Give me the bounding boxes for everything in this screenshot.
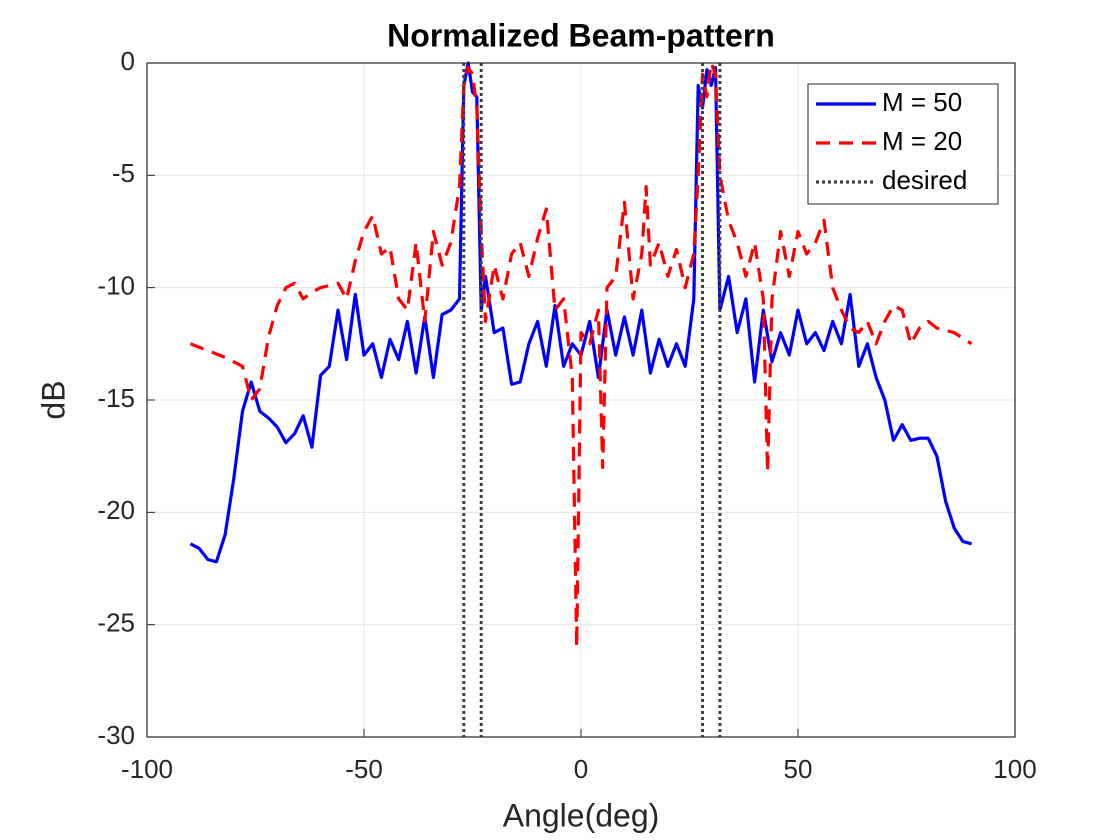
y-tick-label: -20 — [97, 495, 135, 525]
y-tick-label: -10 — [97, 271, 135, 301]
y-tick-label: 0 — [121, 46, 135, 76]
x-tick-label: -100 — [121, 754, 173, 784]
y-tick-label: -30 — [97, 720, 135, 750]
y-tick-label: -15 — [97, 383, 135, 413]
y-axis-label: dB — [35, 380, 71, 419]
ticks: -100 -50 0 50 100-30-25-20-15-10-50 — [97, 46, 1036, 784]
x-tick-label: 50 — [784, 754, 813, 784]
legend-label: M = 20 — [882, 126, 962, 156]
x-tick-label: 0 — [574, 754, 588, 784]
data-line — [189, 61, 973, 649]
data-line — [462, 63, 722, 737]
x-axis-label: Angle(deg) — [503, 797, 660, 833]
chart-title: Normalized Beam-pattern — [387, 17, 775, 53]
y-tick-label: -25 — [97, 608, 135, 638]
legend-label: M = 50 — [882, 87, 962, 117]
x-tick-label: -50 — [345, 754, 383, 784]
legend-label: desired — [882, 165, 967, 195]
legend: M = 50 M = 20 desired — [807, 83, 999, 205]
lines — [189, 61, 973, 737]
x-tick-label: 100 — [993, 754, 1036, 784]
y-tick-label: -5 — [112, 158, 135, 188]
